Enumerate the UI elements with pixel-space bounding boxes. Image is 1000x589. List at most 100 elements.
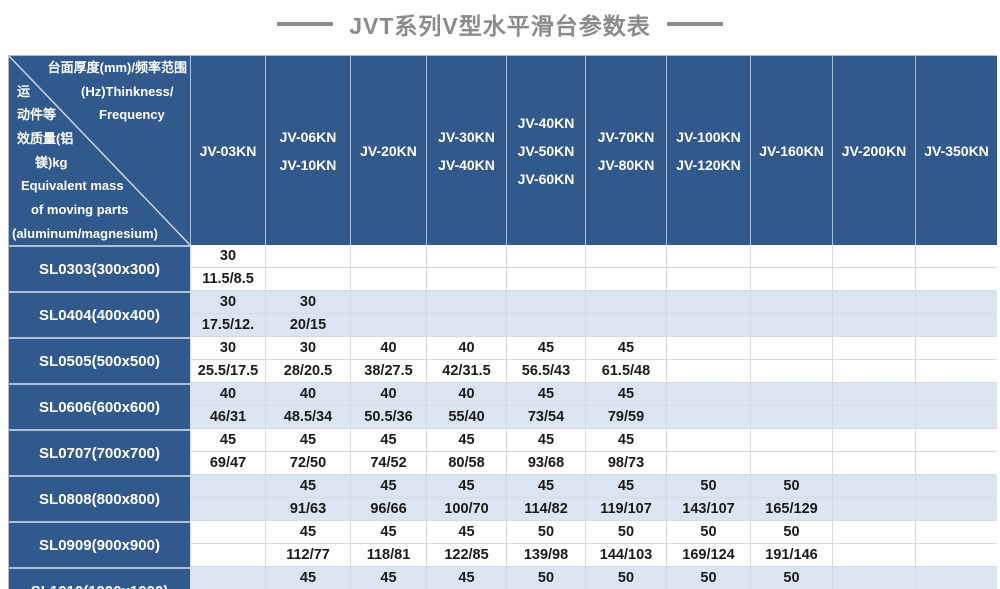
table-row: SL0808(800x800) 45 91/63 45 96/66 45 100/70 45 1… [8, 475, 997, 521]
data-cell: 45 61.5/48 [585, 337, 666, 383]
cell-mass-value: 114/82 [507, 498, 585, 521]
cell-thickness-value: 50 [667, 567, 750, 589]
column-header-label: JV-80KN [597, 156, 655, 173]
data-cell: 45 91/63 [265, 475, 350, 521]
data-cell: 45 112/77 [265, 521, 350, 567]
data-cell: 50 169/124 [666, 521, 750, 567]
cell-mass-value: 72/50 [266, 452, 350, 475]
cell-thickness-value [833, 429, 915, 452]
cell-thickness-value [667, 337, 750, 360]
row-label: SL0808(800x800) [8, 475, 190, 521]
cell-mass-value [833, 452, 915, 475]
data-cell [750, 245, 832, 291]
corner-line-right: Frequency [99, 107, 165, 123]
column-header-label: JV-160KN [759, 142, 824, 159]
data-cell [832, 521, 915, 567]
data-cell: 45 56.5/43 [506, 337, 585, 383]
data-cell [426, 245, 506, 291]
cell-thickness-value: 50 [507, 521, 585, 544]
cell-thickness-value: 40 [427, 337, 506, 360]
cell-thickness-value [833, 521, 915, 544]
cell-thickness-value [916, 383, 997, 406]
data-cell [350, 291, 426, 337]
cell-mass-value [916, 406, 997, 429]
cell-mass-value: 42/31.5 [427, 360, 506, 383]
data-cell [915, 337, 997, 383]
cell-thickness-value [351, 245, 426, 268]
data-cell [190, 521, 265, 567]
cell-mass-value: 98/73 [586, 452, 666, 475]
cell-thickness-value [916, 337, 997, 360]
data-cell [832, 291, 915, 337]
cell-thickness-value: 45 [507, 475, 585, 498]
column-header-label: JV-350KN [924, 142, 989, 159]
column-header-label: JV-40KN [517, 114, 575, 131]
cell-thickness-value [916, 291, 997, 314]
cell-thickness-value: 50 [586, 567, 666, 589]
cell-thickness-value [266, 245, 350, 268]
cell-thickness-value [751, 337, 832, 360]
data-cell [915, 567, 997, 589]
cell-mass-value [833, 360, 915, 383]
cell-mass-value [667, 406, 750, 429]
cell-thickness-value: 45 [427, 521, 506, 544]
corner-line-right: 台面厚度(mm)/频率范围 [47, 60, 187, 75]
cell-thickness-value [833, 383, 915, 406]
data-cell: 50 139/98 [506, 521, 585, 567]
cell-thickness-value: 50 [667, 475, 750, 498]
data-cell: 50 191/146 [750, 521, 832, 567]
column-header-label: JV-06KN [279, 128, 337, 145]
column-header-jv-03kn: JV-03KN [190, 56, 265, 245]
cell-thickness-value [833, 567, 915, 589]
data-cell: 45 73/54 [506, 383, 585, 429]
cell-mass-value: 25.5/17.5 [191, 360, 265, 383]
data-cell: 45 [426, 567, 506, 589]
data-cell: 50 [506, 567, 585, 589]
data-cell: 30 20/15 [265, 291, 350, 337]
cell-thickness-value [586, 291, 666, 314]
cell-mass-value [191, 544, 265, 567]
cell-thickness-value [751, 429, 832, 452]
cell-mass-value [751, 406, 832, 429]
column-header-label: JV-03KN [199, 142, 257, 159]
cell-mass-value: 143/107 [667, 498, 750, 521]
data-cell [666, 383, 750, 429]
cell-thickness-value: 45 [266, 475, 350, 498]
title-bar: JVT系列V型水平滑台参数表 [0, 0, 1000, 40]
table-row: SL0303(300x300) 30 11.5/8.5 [8, 245, 997, 291]
table-row: SL0909(900x900) 45 112/77 45 118/81 45 122/85 5… [8, 521, 997, 567]
cell-mass-value [916, 314, 997, 337]
cell-mass-value [266, 268, 350, 291]
cell-mass-value [916, 268, 997, 291]
data-cell: 40 48.5/34 [265, 383, 350, 429]
cell-thickness-value: 45 [427, 567, 506, 589]
corner-line: 镁)kg [9, 151, 190, 175]
data-cell: 50 165/129 [750, 475, 832, 521]
data-cell: 40 50.5/36 [350, 383, 426, 429]
column-header-label: JV-50KN [517, 142, 575, 159]
table-row: SL0606(600x600) 40 46/31 40 48.5/34 40 50.5/36… [8, 383, 997, 429]
cell-mass-value: 11.5/8.5 [191, 268, 265, 291]
cell-mass-value: 48.5/34 [266, 406, 350, 429]
corner-line-right: (Hz)Thinkness/ [81, 83, 174, 99]
cell-mass-value: 56.5/43 [507, 360, 585, 383]
data-cell: 50 [585, 567, 666, 589]
cell-thickness-value [191, 521, 265, 544]
data-cell: 40 55/40 [426, 383, 506, 429]
cell-mass-value [351, 268, 426, 291]
cell-thickness-value: 30 [266, 337, 350, 360]
column-header-jv-350kn: JV-350KN [915, 56, 997, 245]
data-cell: 45 96/66 [350, 475, 426, 521]
cell-mass-value: 96/66 [351, 498, 426, 521]
cell-thickness-value [751, 245, 832, 268]
row-label: SL0909(900x900) [8, 521, 190, 567]
cell-thickness-value: 40 [427, 383, 506, 406]
corner-header-cell: 台面厚度(mm)/频率范围运 (Hz)Thinkness/动件等 Frequency… [8, 56, 190, 245]
cell-mass-value: 73/54 [507, 406, 585, 429]
cell-thickness-value [351, 291, 426, 314]
cell-mass-value: 38/27.5 [351, 360, 426, 383]
data-cell [832, 429, 915, 475]
data-cell [832, 475, 915, 521]
corner-line-left: 动件等 [17, 107, 57, 123]
